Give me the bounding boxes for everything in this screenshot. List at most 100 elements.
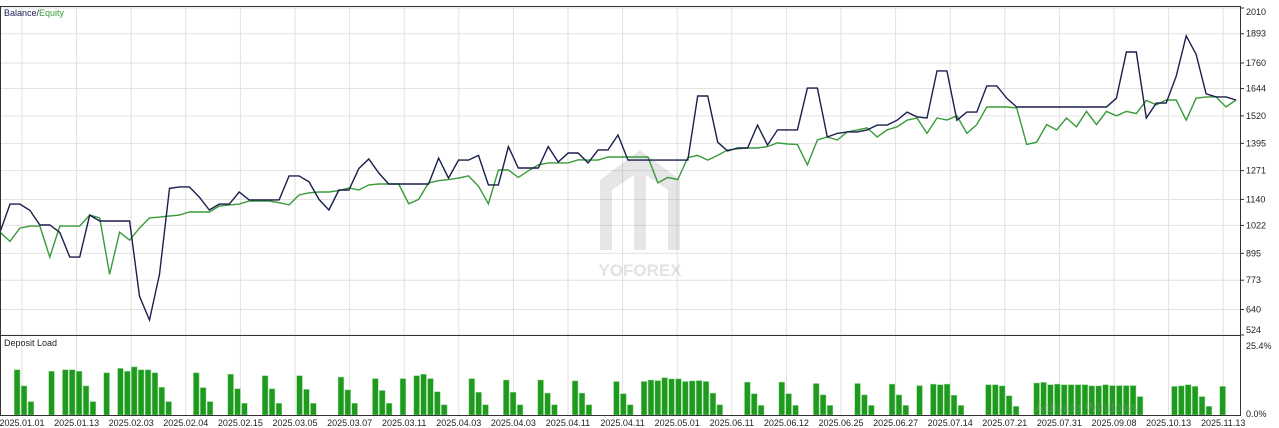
deposit-load-bar bbox=[351, 403, 358, 416]
x-tick-label: 2025.04.03 bbox=[491, 418, 536, 428]
deposit-load-bar bbox=[647, 379, 655, 416]
deposit-load-bar bbox=[944, 383, 951, 416]
deposit-load-bar bbox=[131, 366, 138, 416]
deposit-load-bar bbox=[689, 380, 696, 416]
x-tick-label: 2025.04.03 bbox=[436, 418, 481, 428]
deposit-load-bar bbox=[826, 405, 834, 416]
x-tick-label: 2025.01.01 bbox=[0, 418, 45, 428]
deposit-load-bar bbox=[76, 371, 83, 416]
deposit-load-bar bbox=[702, 381, 710, 416]
x-tick-label: 2025.02.03 bbox=[109, 418, 154, 428]
deposit-load-bar bbox=[902, 405, 909, 416]
x-tick-label: 2025.03.11 bbox=[382, 418, 426, 428]
deposit-load-bar bbox=[69, 369, 76, 416]
deposit-load-bar bbox=[675, 378, 682, 416]
deposit-load-bar bbox=[868, 405, 875, 416]
y-tick-label: 1022 bbox=[1246, 220, 1266, 230]
deposit-load-bar bbox=[413, 375, 420, 416]
activate-windows-overlay: Activate Windows bbox=[1035, 400, 1138, 415]
watermark-text: YOFOREX bbox=[598, 261, 682, 280]
grid bbox=[0, 6, 1240, 415]
x-tick-label: 2025.09.08 bbox=[1091, 418, 1136, 428]
deposit-load-bar bbox=[744, 381, 751, 416]
x-tick-label: 2025.07.21 bbox=[982, 418, 1027, 428]
legend-equity: Equity bbox=[39, 8, 65, 18]
y-tick-label: 1271 bbox=[1246, 166, 1266, 176]
y-tick-label: 2010 bbox=[1246, 7, 1266, 17]
deposit-load-bar bbox=[668, 378, 675, 416]
deposit-load-bar bbox=[516, 404, 524, 416]
deposit-load-bar bbox=[627, 404, 634, 416]
deposit-load-bar bbox=[1198, 396, 1206, 416]
deposit-load-bar bbox=[916, 385, 923, 416]
deposit-load-bar bbox=[1136, 396, 1144, 416]
deposit-load-title: Deposit Load bbox=[4, 338, 57, 348]
y-tick-label: 1520 bbox=[1246, 111, 1266, 121]
deposit-load-bar bbox=[510, 392, 517, 416]
x-tick-label: 2025.07.31 bbox=[1037, 418, 1082, 428]
deposit-load-bar bbox=[337, 376, 345, 416]
deposit-load-bar bbox=[1171, 386, 1178, 416]
deposit-load-bar bbox=[544, 392, 551, 416]
deposit-load-bar bbox=[14, 369, 21, 416]
deposit-load-bar bbox=[895, 394, 903, 416]
deposit-load-bar bbox=[20, 385, 28, 416]
deposit-load-bar bbox=[158, 387, 165, 416]
main-frame bbox=[0, 6, 1241, 416]
x-tick-label: 2025.04.11 bbox=[546, 418, 590, 428]
deposit-load-bar bbox=[937, 384, 944, 416]
y-tick-label: 1644 bbox=[1246, 84, 1266, 94]
deposit-load-bar bbox=[227, 373, 234, 416]
deposit-load-bar bbox=[82, 385, 90, 416]
deposit-load-bar bbox=[585, 404, 593, 416]
deposit-load-bar bbox=[861, 394, 868, 416]
x-tick-label: 2025.06.27 bbox=[873, 418, 918, 428]
deposit-load-bar bbox=[854, 383, 861, 416]
x-axis: 2025.01.01 2025.01.13 2025.02.03 2025.02.04… bbox=[0, 418, 1245, 428]
deposit-load-bar bbox=[296, 375, 303, 416]
deposit-load-bar bbox=[303, 389, 310, 416]
x-tick-label: 2025.04.11 bbox=[600, 418, 644, 428]
y-tick-label: 1760 bbox=[1246, 58, 1266, 68]
legend-balance: Balance bbox=[4, 8, 37, 18]
deposit-load-bar bbox=[420, 373, 427, 416]
legend-separator: / bbox=[37, 8, 40, 18]
x-tick-label: 2025.01.13 bbox=[54, 418, 99, 428]
deposit-load-bar bbox=[144, 369, 152, 416]
deposit-load-tick-label: 0.0% bbox=[1246, 409, 1267, 419]
deposit-load-bar bbox=[957, 405, 965, 416]
deposit-load-bar bbox=[992, 384, 999, 416]
x-tick-label: 2025.03.05 bbox=[272, 418, 317, 428]
y-tick-label: 895 bbox=[1246, 248, 1261, 258]
deposit-load-bar bbox=[482, 404, 489, 416]
deposit-load-bar bbox=[709, 392, 717, 416]
deposit-load-bar bbox=[1192, 386, 1199, 416]
y-tick-label: 640 bbox=[1246, 304, 1261, 314]
deposit-load-bar bbox=[165, 401, 172, 416]
deposit-load-bar bbox=[468, 378, 475, 416]
deposit-load-bar bbox=[310, 403, 317, 416]
deposit-load-bar bbox=[1006, 395, 1013, 416]
deposit-load-bar bbox=[985, 384, 992, 416]
deposit-load-bar bbox=[640, 381, 648, 416]
deposit-load-bar bbox=[696, 380, 703, 416]
deposit-load-bar bbox=[654, 380, 661, 416]
deposit-load-bar bbox=[275, 403, 283, 416]
deposit-load-bar bbox=[241, 403, 248, 416]
deposit-load-bar bbox=[151, 372, 159, 416]
y-tick-label: 1395 bbox=[1246, 138, 1266, 148]
deposit-load-bar bbox=[751, 393, 758, 416]
deposit-load-bar bbox=[399, 378, 407, 416]
deposit-load-bar bbox=[103, 372, 110, 416]
y-axis: 2010 1893 1760 1644 1520 1395 1271 1140 1022 895 7… bbox=[1240, 7, 1272, 419]
deposit-load-bar bbox=[1185, 384, 1192, 416]
deposit-load-bar bbox=[379, 390, 386, 416]
x-tick-label: 2025.11.13 bbox=[1201, 418, 1245, 428]
deposit-load-bar bbox=[613, 381, 620, 416]
deposit-load-bar bbox=[268, 388, 276, 416]
deposit-load-bar bbox=[262, 375, 269, 416]
deposit-load-bar bbox=[682, 381, 689, 416]
y-tick-label: 773 bbox=[1246, 275, 1261, 285]
x-tick-label: 2025.05.01 bbox=[655, 418, 700, 428]
